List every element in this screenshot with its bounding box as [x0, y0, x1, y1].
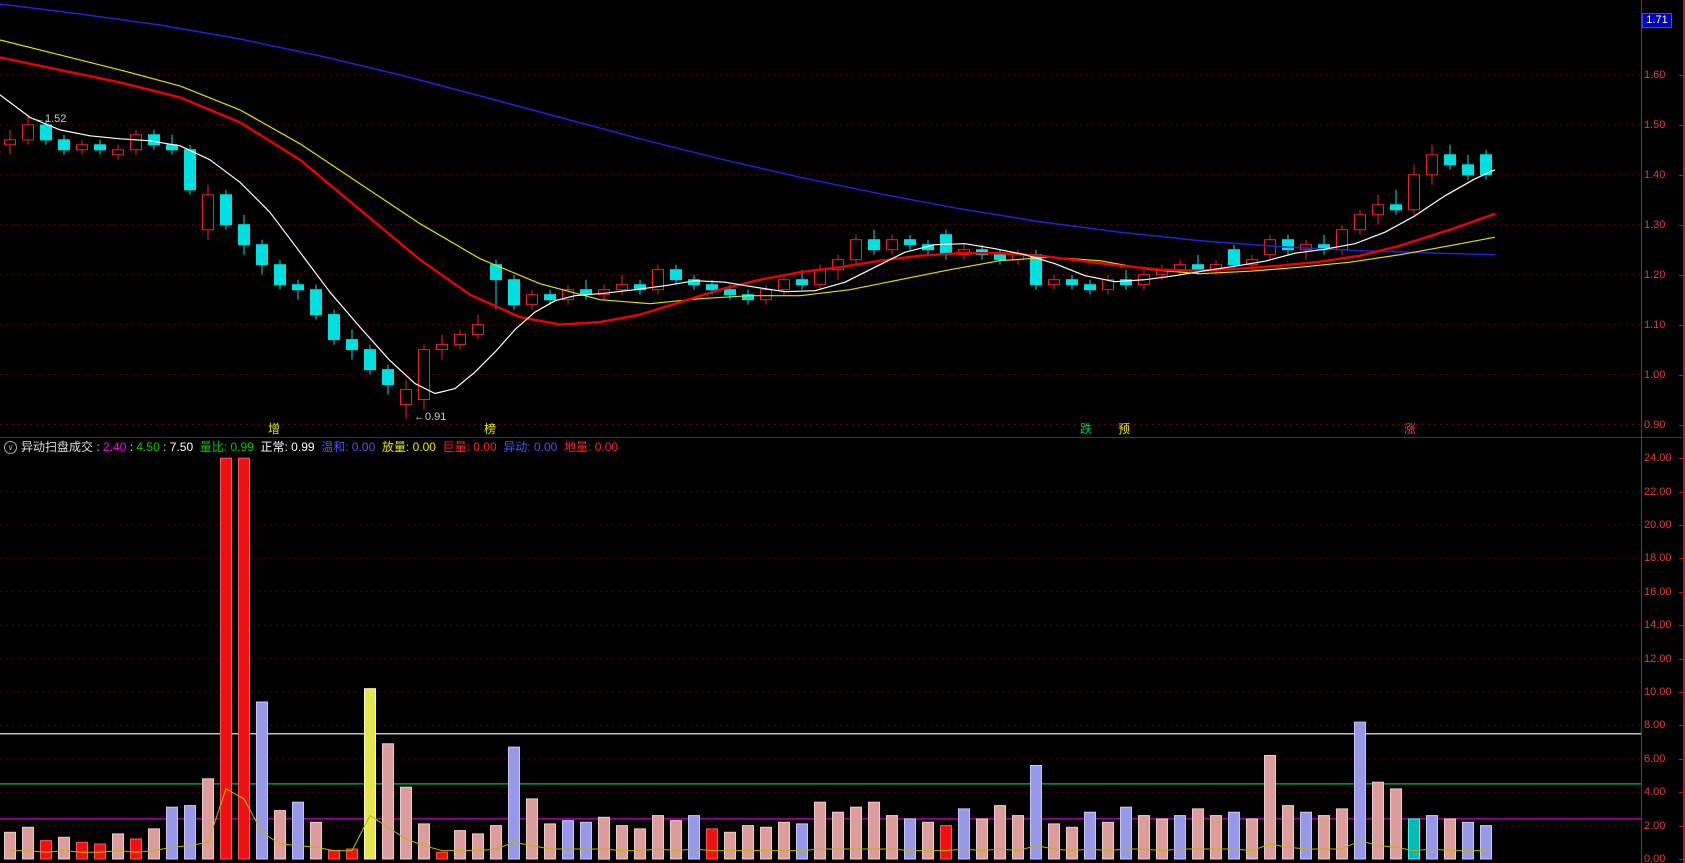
indicator-collapse-icon[interactable]: ∨ [4, 440, 17, 454]
indicator-value: 7.50 [169, 440, 194, 454]
indicator-value: 巨量: 0.00 [435, 440, 497, 454]
axis-tick [1679, 374, 1683, 376]
price-annotation: ←0.91 [414, 411, 446, 423]
price-axis-label: 1.10 [1644, 318, 1666, 331]
axis-tick [1679, 74, 1683, 76]
event-mark: 涨 [1404, 421, 1416, 436]
event-mark: 增 [268, 422, 280, 436]
volume-axis-label: 0.00 [1644, 853, 1666, 863]
volume-pane[interactable] [0, 456, 1641, 863]
indicator-title: 异动扫盘成交 : 2.40 : 4.50 : 7.50 量比: 0.99 正常:… [21, 439, 618, 455]
price-axis-label: 1.40 [1644, 168, 1666, 181]
right-price-axis: 1.71 1.60 1.50 1.40 1.30 1.20 1.10 1.00 0.90 24.… [1641, 0, 1685, 863]
candlestick-pane[interactable]: ←1.52 ←0.91 增 榜 跌 预 涨 [0, 0, 1641, 437]
price-axis-label: 0.90 [1644, 418, 1666, 431]
volume-axis-label: 24.00 [1644, 452, 1672, 465]
axis-tick [1679, 324, 1683, 326]
indicator-value: 温和: 0.00 [314, 440, 376, 454]
volume-axis-label: 6.00 [1644, 752, 1666, 765]
price-axis-label: 1.50 [1644, 118, 1666, 131]
volume-axis-label: 20.00 [1644, 519, 1672, 531]
axis-tick [1679, 859, 1683, 860]
axis-tick [1679, 174, 1683, 176]
event-mark: 预 [1118, 422, 1130, 436]
volume-axis-label: 16.00 [1644, 585, 1672, 598]
volume-axis-label: 22.00 [1644, 485, 1672, 498]
price-axis-label: 1.30 [1644, 218, 1666, 231]
price-axis-label: 1.20 [1644, 268, 1666, 281]
axis-tick [1679, 825, 1683, 827]
axis-tick [1679, 274, 1683, 276]
axis-tick [1679, 725, 1683, 727]
axis-tick [1679, 224, 1683, 226]
axis-tick [1679, 625, 1683, 627]
price-annotation: ←1.52 [34, 113, 66, 125]
axis-tick [1679, 692, 1683, 693]
indicator-value: 2.40 [103, 440, 127, 454]
indicator-value: : [126, 440, 137, 454]
indicator-value: : [93, 440, 104, 454]
axis-tick [1679, 658, 1683, 660]
indicator-value: 4.50 [136, 440, 160, 454]
axis-tick [1679, 491, 1683, 493]
volume-axis-label: 4.00 [1644, 786, 1666, 799]
volume-axis-label: 18.00 [1644, 552, 1672, 565]
indicator-value: 量比: 0.99 [193, 440, 254, 454]
volume-axis-label: 10.00 [1644, 686, 1672, 698]
indicator-header: ∨ 异动扫盘成交 : 2.40 : 4.50 : 7.50 量比: 0.99 正… [0, 439, 1641, 455]
axis-tick [1679, 124, 1683, 126]
axis-tick [1679, 424, 1683, 426]
volume-axis-label: 2.00 [1644, 819, 1666, 832]
axis-tick [1679, 458, 1683, 460]
indicator-value: 正常: 0.99 [253, 440, 315, 454]
last-price-badge: 1.71 [1642, 12, 1672, 28]
indicator-value: : [159, 440, 170, 454]
axis-tick [1679, 758, 1683, 760]
indicator-value: 异动扫盘成交 [21, 440, 94, 454]
axis-tick [1679, 591, 1683, 593]
price-axis-label: 1.00 [1644, 368, 1666, 381]
volume-axis-label: 14.00 [1644, 619, 1672, 632]
volume-axis-label: 8.00 [1644, 719, 1666, 732]
indicator-value: 放量: 0.00 [375, 440, 436, 454]
volume-axis-label: 12.00 [1644, 652, 1672, 665]
indicator-value: 地量: 0.00 [557, 440, 619, 454]
axis-tick [1679, 792, 1683, 794]
axis-tick [1679, 525, 1683, 526]
price-axis-label: 1.60 [1644, 68, 1666, 81]
axis-tick [1679, 558, 1683, 560]
indicator-value: 异动: 0.00 [496, 440, 558, 454]
pane-divider [0, 437, 1685, 438]
event-mark: 跌 [1080, 421, 1092, 436]
event-mark: 榜 [484, 421, 496, 436]
